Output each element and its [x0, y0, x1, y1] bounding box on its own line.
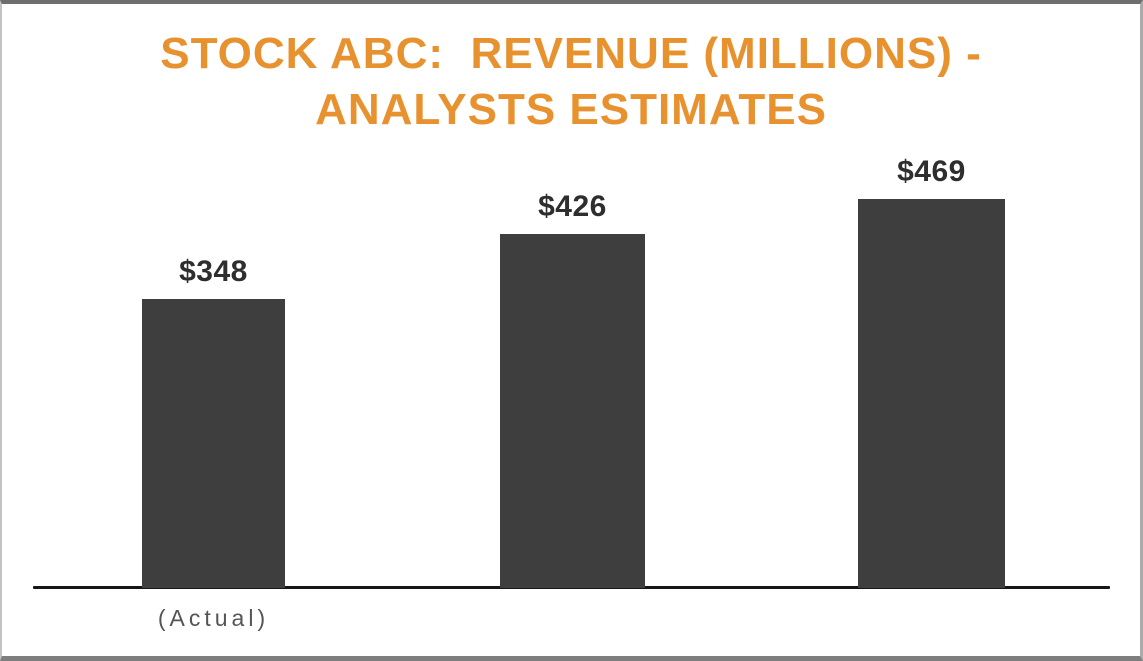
- chart-title-line2: ANALYSTS ESTIMATES: [315, 85, 827, 134]
- bar-3: [858, 199, 1005, 588]
- bar-value-label-2: $426: [538, 190, 607, 223]
- bar-value-label-3: $469: [897, 155, 966, 188]
- bar-2: [500, 234, 645, 588]
- bar-value-label-1: $348: [179, 255, 248, 288]
- chart-title: STOCK ABC: REVENUE (MILLIONS) - ANALYSTS…: [2, 26, 1140, 138]
- bar-1: [142, 299, 285, 588]
- chart-title-line1: STOCK ABC: REVENUE (MILLIONS) -: [160, 29, 982, 78]
- bar-chart-plot-area: $348 (Actual) $426 $469: [2, 4, 1140, 656]
- category-label-1: (Actual): [157, 605, 270, 631]
